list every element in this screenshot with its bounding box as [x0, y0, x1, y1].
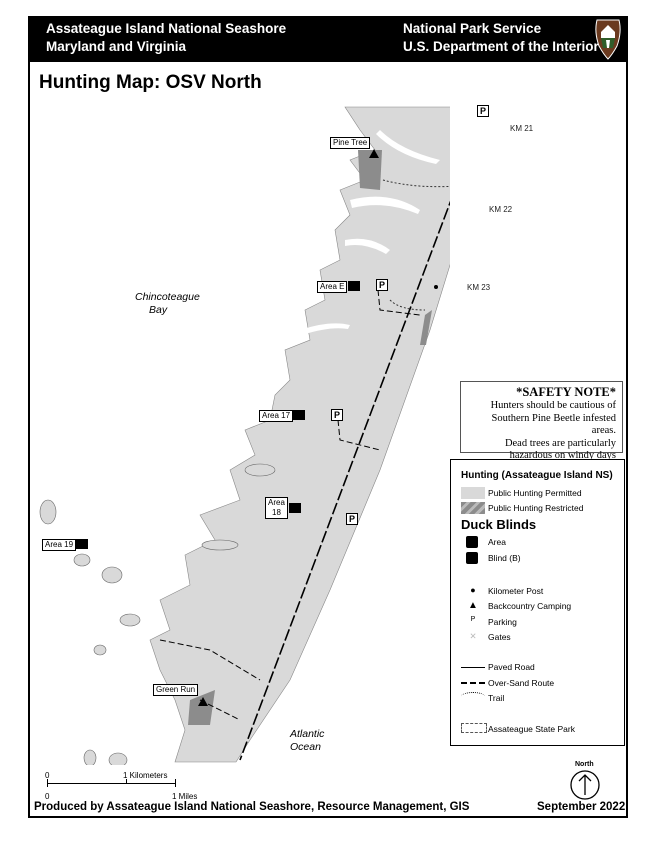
km-post-label: KM 22	[489, 205, 513, 214]
credit-line: Produced by Assateague Island National S…	[34, 801, 470, 813]
safety-note: *SAFETY NOTE* Hunters should be cautious…	[460, 381, 623, 461]
km-post-label: KM 23	[467, 283, 491, 292]
map-canvas	[39, 106, 450, 765]
duck-blind-area-icon	[289, 503, 301, 513]
legend-area: Area	[451, 536, 624, 550]
park-name: Assateague Island National Seashore	[46, 21, 287, 36]
area-tag-area-19[interactable]: Area 19	[42, 539, 77, 551]
legend-state-park: Assateague State Park	[451, 723, 624, 737]
duck-blind-area-icon	[293, 410, 305, 420]
department-name: U.S. Department of the Interior	[403, 39, 599, 54]
parking-marker: P	[331, 409, 344, 421]
legend-paved-road: Paved Road	[451, 661, 624, 675]
area-tag-green-run[interactable]: Green Run	[153, 684, 199, 696]
north-arrow-icon	[570, 770, 600, 800]
legend-permitted: Public Hunting Permitted	[451, 487, 624, 501]
water-channels	[300, 130, 440, 335]
north-label: North	[575, 761, 594, 768]
backcountry-camping-icon	[369, 149, 379, 158]
duck-blind-area-icon	[348, 281, 360, 291]
km-post-label: KM 21	[510, 124, 534, 133]
area-tag-pine-tree[interactable]: Pine Tree	[330, 137, 371, 149]
legend-duck-blinds-title: Duck Blinds	[461, 517, 537, 532]
legend-km-post: ● Kilometer Post	[470, 585, 544, 596]
restricted-area	[420, 310, 432, 345]
area-tag-area-18[interactable]: Area 18	[265, 497, 288, 519]
agency-name: National Park Service	[403, 21, 542, 36]
area-tag-area-e[interactable]: Area E	[317, 281, 348, 293]
nps-arrowhead-logo	[595, 19, 621, 60]
legend-restricted: Public Hunting Restricted	[451, 502, 624, 516]
restricted-area	[188, 690, 215, 725]
island-land	[149, 106, 450, 763]
map-date: September 2022	[537, 801, 626, 813]
legend-trail: Trail	[451, 692, 624, 706]
trail	[382, 179, 450, 311]
parking-marker: P	[346, 513, 359, 525]
ocean-label: Atlantic Ocean	[290, 728, 325, 753]
park-states: Maryland and Virginia	[46, 39, 187, 54]
restricted-area	[358, 150, 382, 190]
duck-blind-area-icon	[76, 539, 88, 549]
over-sand-route	[159, 289, 421, 721]
header: Assateague Island National Seashore Maryl…	[28, 16, 628, 62]
area-tag-area-17[interactable]: Area 17	[259, 410, 294, 422]
legend: Hunting (Assateague Island NS) Public Hu…	[450, 459, 625, 746]
parking-marker: P	[477, 105, 490, 117]
legend-parking: P Parking	[470, 616, 517, 627]
parking-marker: P	[376, 279, 389, 291]
legend-hunting-title: Hunting (Assateague Island NS)	[461, 470, 613, 481]
legend-osv-route: Over-Sand Route	[451, 677, 624, 691]
legend-camping: ▲ Backcountry Camping	[468, 600, 572, 611]
marsh-islands	[39, 463, 276, 765]
legend-blind: Blind (B)	[451, 552, 624, 566]
legend-gates: ✕ Gates	[469, 631, 511, 642]
over-sand-route	[239, 200, 450, 761]
bay-label: Chincoteague Bay	[135, 291, 200, 316]
backcountry-camping-icon	[198, 697, 208, 706]
km-post-markers	[434, 285, 438, 289]
page-title: Hunting Map: OSV North	[39, 72, 262, 93]
